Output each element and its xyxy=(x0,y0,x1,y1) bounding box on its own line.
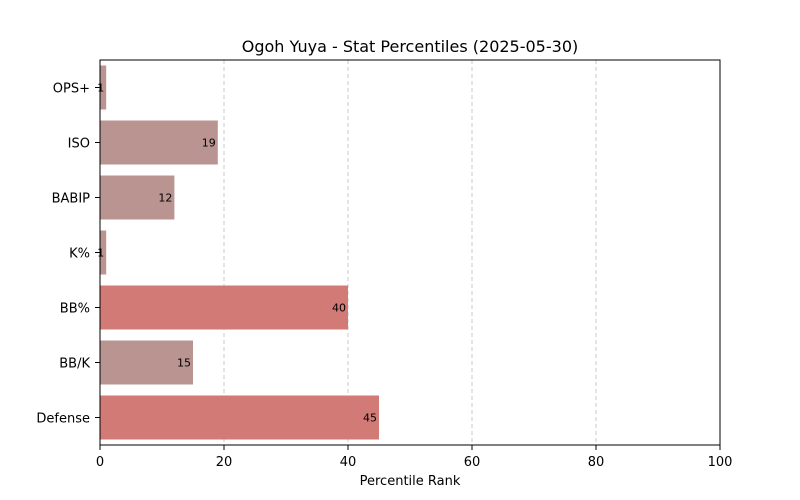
x-axis: 0 20 40 60 80 100 xyxy=(96,445,733,470)
y-tick-label: BB% xyxy=(60,302,90,317)
value-label: 12 xyxy=(158,192,172,205)
x-tick-label: 80 xyxy=(588,455,605,470)
bar-k- xyxy=(100,230,107,275)
bar-iso xyxy=(100,120,218,165)
x-tick-label: 20 xyxy=(216,455,233,470)
y-tick-label: ISO xyxy=(68,137,90,152)
chart-title: Ogoh Yuya - Stat Percentiles (2025-05-30… xyxy=(242,37,578,56)
bar-defense xyxy=(100,395,379,440)
bar-bb- xyxy=(100,285,348,330)
y-tick-label: BB/K xyxy=(59,357,90,372)
y-tick-label: OPS+ xyxy=(53,82,90,97)
y-tick-label: K% xyxy=(69,247,90,262)
value-label: 45 xyxy=(363,412,377,425)
x-tick-label: 40 xyxy=(340,455,357,470)
value-label: 19 xyxy=(202,137,216,150)
x-tick-label: 60 xyxy=(464,455,481,470)
value-label: 1 xyxy=(97,247,104,260)
bars xyxy=(100,65,379,440)
bar-babip xyxy=(100,175,175,220)
y-tick-label: BABIP xyxy=(52,192,91,207)
value-label: 1 xyxy=(97,82,104,95)
x-tick-label: 100 xyxy=(708,455,733,470)
y-tick-label: Defense xyxy=(36,412,90,427)
value-label: 15 xyxy=(177,357,191,370)
bar-ops- xyxy=(100,65,107,110)
x-axis-label: Percentile Rank xyxy=(360,474,461,489)
plot-frame xyxy=(99,59,721,446)
value-label: 40 xyxy=(332,302,346,315)
grid-lines xyxy=(223,60,597,445)
bar-bb-k xyxy=(100,340,193,385)
x-tick-label: 0 xyxy=(96,455,104,470)
y-axis: OPS+ ISO BABIP K% BB% BB/K Defense xyxy=(36,82,100,427)
value-labels: 1 19 12 1 40 15 45 xyxy=(97,82,377,425)
